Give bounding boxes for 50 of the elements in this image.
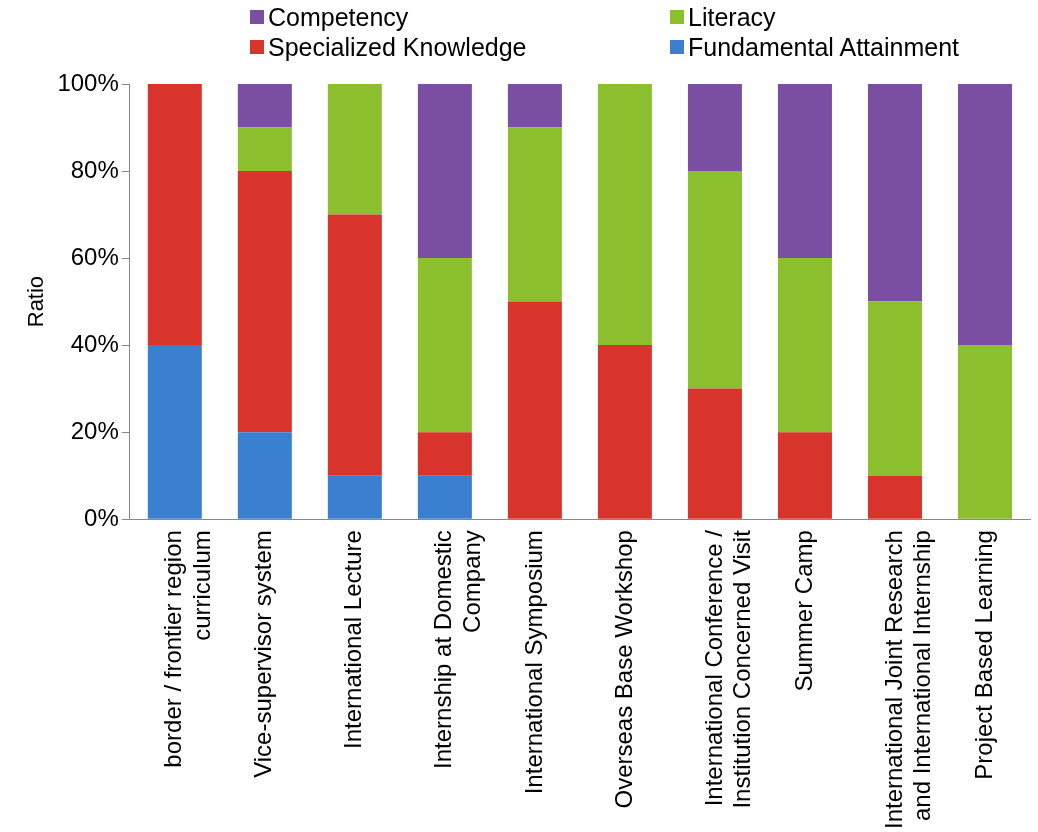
legend-label: Competency	[267, 2, 410, 32]
bar	[597, 345, 652, 519]
x-tick-label: Summer Camp	[789, 530, 817, 692]
x-tick-label: Vice-supervisor system	[249, 530, 277, 778]
x-tick-label: International Lecture	[339, 530, 367, 749]
x-tick-label: International Symposium	[519, 530, 547, 795]
bar	[147, 345, 202, 519]
bar	[327, 475, 382, 519]
bar	[957, 345, 1012, 519]
y-tick-label: 100%	[57, 68, 119, 96]
bar	[777, 258, 832, 433]
bar	[957, 84, 1012, 346]
bar	[507, 127, 562, 302]
x-tick-label: International Conference / Institution Concerned Visit	[699, 529, 756, 809]
bar	[237, 432, 292, 519]
bar	[687, 84, 742, 172]
bar	[237, 171, 292, 433]
bar	[147, 84, 202, 346]
y-tick-label: 0%	[84, 503, 119, 531]
x-tick-label: Internship at Domestic Company	[429, 530, 486, 769]
bar	[867, 301, 922, 476]
legend-label: Literacy	[687, 2, 777, 32]
x-tick-label: Overseas Base Workshop	[609, 530, 637, 809]
bar	[507, 301, 562, 519]
bar	[777, 84, 832, 259]
y-tick-label: 40%	[70, 329, 119, 357]
bar	[327, 84, 382, 215]
bar	[867, 475, 922, 519]
bar	[237, 84, 292, 128]
bar	[417, 84, 472, 259]
bar	[867, 84, 922, 302]
y-axis-title: Ratio	[23, 275, 49, 328]
bar	[417, 475, 472, 519]
bar	[687, 388, 742, 519]
y-tick-label: 20%	[70, 416, 119, 444]
bar	[327, 214, 382, 476]
x-tick-label: Project Based Learning	[969, 530, 997, 780]
x-tick-label: border / frontier region curriculum	[159, 530, 216, 768]
bar	[237, 127, 292, 172]
y-tick-label: 80%	[70, 155, 119, 183]
bar	[777, 432, 832, 519]
legend-label: Fundamental Attainment	[687, 32, 960, 62]
legend-label: Specialized Knowledge	[267, 32, 528, 62]
bar	[417, 258, 472, 433]
bar	[597, 84, 652, 346]
bar	[507, 84, 562, 128]
bar	[417, 432, 472, 476]
bar	[687, 171, 742, 389]
x-tick-label: International Joint Research and International Internship	[879, 530, 936, 829]
y-tick-label: 60%	[70, 242, 119, 270]
